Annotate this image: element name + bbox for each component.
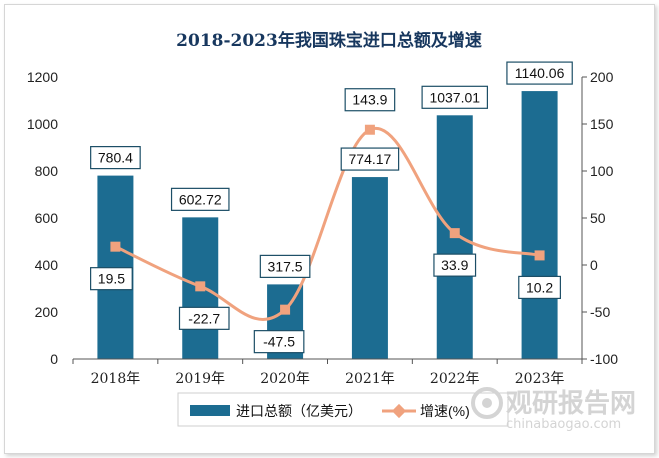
growth-line [114, 126, 540, 321]
growth-value-label-group: -22.7 [178, 306, 230, 330]
bar-value-label: 1140.06 [515, 65, 565, 81]
legend-bar-swatch [190, 405, 230, 416]
growth-line-series [110, 124, 545, 321]
watermark-url: chinabaogao.com [506, 417, 621, 432]
growth-value-label-group: -47.5 [253, 330, 305, 354]
y-left-tick-label: 1200 [27, 69, 58, 85]
bar-value-label: 780.4 [98, 150, 133, 166]
growth-value-label-box [178, 306, 230, 330]
bar-value-label: 1037.01 [429, 89, 480, 105]
bar-value-label: 317.5 [268, 258, 303, 274]
bar [521, 91, 558, 359]
bar-value-label-group: 1140.06 [506, 61, 573, 85]
growth-value-label: 33.9 [441, 257, 468, 273]
legend: 进口总额（亿美元） 增速(%) [177, 392, 509, 427]
x-tick-label: 2019年 [175, 371, 225, 387]
y-left-tick-label: 800 [35, 163, 59, 179]
x-axis: 2018年 2019年 2020年 2021年 2022年 2023年 [72, 358, 583, 387]
watermark-name: 观研报告网 [506, 388, 636, 419]
x-tick-label: 2020年 [260, 371, 310, 387]
y-right-tick-label: 150 [590, 116, 614, 132]
bar-value-label-box [506, 61, 573, 85]
chart-title: 2018-2023年我国珠宝进口总额及增速 [176, 30, 482, 51]
legend-line-label: 增速(%) [420, 403, 470, 419]
bar-value-label: 774.17 [349, 151, 392, 167]
y-right-tick-label: 50 [590, 210, 606, 226]
bar-value-label-group: 774.17 [340, 147, 400, 171]
bar-value-label-box [170, 187, 230, 211]
data-labels: 780.4 602.72 317.5 774.17 1037.01 1140.06 19.5… [90, 61, 573, 354]
x-tick-label: 2022年 [430, 371, 480, 387]
growth-point [364, 124, 375, 135]
growth-value-label: 19.5 [98, 271, 125, 287]
growth-value-label-box [253, 330, 305, 354]
bar-value-label-box [90, 146, 141, 170]
watermark-logo-icon [471, 387, 503, 419]
growth-value-label: -22.7 [188, 310, 220, 326]
legend-line-marker [391, 403, 407, 419]
growth-point [280, 304, 291, 315]
y-right-tick-label: 200 [590, 69, 614, 85]
y-left-tick-label: 400 [35, 257, 59, 273]
growth-value-label-group: 143.9 [344, 88, 396, 112]
growth-value-label-box [518, 275, 561, 300]
growth-value-label-group: 19.5 [90, 267, 133, 291]
bar-series [97, 91, 558, 360]
watermark: 观研报告网 chinabaogao.com [471, 387, 636, 432]
x-tick-label: 2018年 [91, 371, 141, 387]
growth-point [449, 228, 460, 239]
growth-point [195, 281, 206, 292]
growth-value-label-box [344, 88, 396, 112]
y-axis-left: 0 200 400 600 800 1000 1200 [27, 69, 58, 367]
y-axis-right: -100 -50 0 50 100 150 200 [581, 69, 618, 367]
y-left-tick-label: 200 [35, 304, 59, 320]
y-left-tick-label: 0 [50, 351, 58, 367]
y-left-tick-label: 600 [35, 210, 59, 226]
watermark-logo-dot [482, 398, 492, 408]
bar-value-label-box [340, 147, 400, 171]
growth-value-label-box [90, 267, 133, 291]
bar-value-label-box [421, 85, 489, 109]
x-tick-label: 2021年 [345, 371, 395, 387]
bar-value-label-group: 780.4 [90, 146, 141, 170]
growth-value-label: 143.9 [352, 92, 387, 108]
bar-value-label-group: 602.72 [170, 187, 230, 211]
growth-point [534, 250, 545, 261]
bar-value-label-group: 317.5 [259, 254, 311, 278]
bar-value-label-group: 1037.01 [421, 85, 489, 109]
growth-value-label: 10.2 [526, 279, 553, 295]
bar-value-label-box [259, 254, 311, 278]
growth-value-label-box [433, 253, 477, 277]
bar-value-label: 602.72 [179, 191, 222, 207]
growth-value-label-group: 33.9 [433, 253, 477, 277]
legend-box [177, 392, 509, 427]
y-right-tick-label: 100 [590, 163, 614, 179]
y-left-tick-label: 1000 [27, 116, 58, 132]
growth-value-label: -47.5 [263, 334, 295, 350]
bar [351, 177, 388, 359]
y-right-tick-label: -50 [590, 304, 610, 320]
y-right-tick-label: -100 [590, 351, 618, 367]
growth-value-label-group: 10.2 [518, 275, 561, 300]
growth-point [110, 241, 121, 252]
y-right-tick-label: 0 [590, 257, 598, 273]
x-tick-label: 2023年 [515, 371, 565, 387]
legend-bar-label: 进口总额（亿美元） [236, 403, 362, 419]
